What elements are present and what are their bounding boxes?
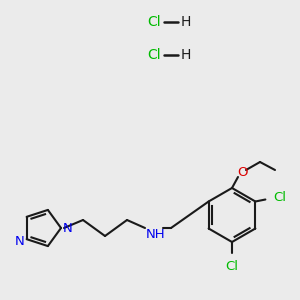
Text: N: N	[63, 221, 73, 235]
Text: Cl: Cl	[147, 15, 161, 29]
Text: H: H	[181, 15, 191, 29]
Text: NH: NH	[146, 227, 166, 241]
Text: N: N	[15, 235, 25, 248]
Text: O: O	[237, 166, 247, 178]
Text: H: H	[181, 48, 191, 62]
Text: Cl: Cl	[147, 48, 161, 62]
Text: Cl: Cl	[226, 260, 238, 274]
Text: Cl: Cl	[273, 191, 286, 204]
